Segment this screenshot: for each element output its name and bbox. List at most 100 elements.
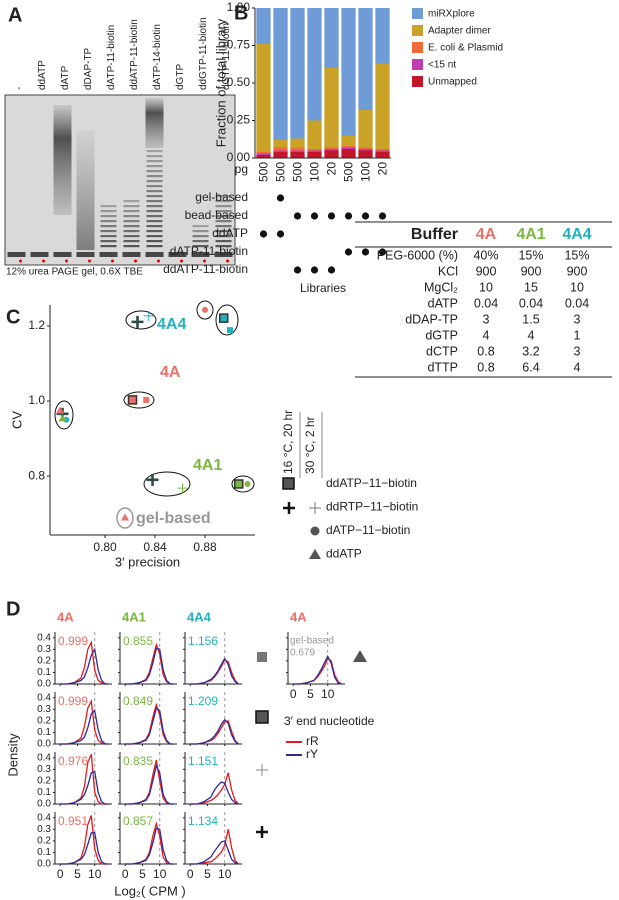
point	[58, 414, 67, 422]
x-tick-label: 0.84	[143, 540, 167, 554]
legend-marker	[282, 477, 295, 490]
density-line	[190, 781, 239, 805]
y-tick-label: 0.2	[37, 716, 51, 727]
x-tick-label: 5	[74, 867, 81, 881]
gel-band	[123, 220, 140, 223]
gel-band	[215, 235, 232, 238]
gel-band	[146, 165, 163, 168]
panel-value: 0.857	[123, 814, 153, 828]
y-tick-label: 0.3	[37, 764, 51, 775]
x-tick-label: 500	[257, 162, 271, 182]
row-marker	[256, 826, 268, 838]
point	[143, 396, 150, 403]
bar-segment	[273, 8, 288, 140]
gel-band	[192, 235, 209, 238]
table-header: Buffer	[411, 226, 458, 243]
bar-segment	[324, 149, 339, 151]
legend-swatch	[412, 25, 423, 36]
panel-value: 0.849	[123, 694, 153, 708]
gel-band	[146, 185, 163, 188]
bar-segment	[358, 8, 373, 110]
y-tick-label: 1.0	[28, 393, 45, 407]
library-row-label: ddATP	[212, 226, 248, 240]
x-tick-label: 0	[290, 687, 297, 701]
table-cell: 3.2	[522, 344, 539, 358]
point	[219, 313, 229, 323]
table-cell: 4	[574, 360, 581, 374]
gel-dot	[226, 259, 229, 263]
bar-segment	[290, 150, 305, 152]
gel-smear	[76, 130, 95, 250]
library-row-label: gel-based	[195, 190, 248, 204]
y-tick-label: 0.1	[37, 667, 51, 678]
library-dot	[293, 212, 302, 220]
x-axis-label: pg	[235, 162, 248, 176]
table-cell: dCTP	[426, 344, 458, 358]
x-tick-label: 500	[342, 162, 356, 182]
gel-band	[123, 215, 140, 218]
bar-segment	[324, 68, 339, 148]
gel-band	[7, 252, 26, 257]
library-row-label: dATP-11-biotin	[170, 244, 248, 258]
gel-band	[122, 252, 141, 257]
legend-label: Adapter dimer	[428, 26, 491, 37]
x-tick-label: 500	[291, 162, 305, 182]
point	[146, 473, 159, 486]
y-tick-label: 0.3	[37, 824, 51, 835]
table-cell: dGTP	[425, 328, 458, 342]
gel-band	[146, 190, 163, 193]
density-line	[293, 654, 342, 685]
panel-letter: B	[234, 2, 248, 24]
legend-marker	[309, 549, 321, 559]
lane-label: dATP	[60, 65, 71, 90]
cluster-ellipse	[125, 310, 157, 330]
y-tick-label: 0.2	[37, 776, 51, 787]
gel-dot	[134, 259, 137, 263]
gel-dot	[65, 259, 68, 263]
table-cell: 3	[483, 312, 490, 326]
annotation: gel-based	[136, 510, 211, 527]
legend-label: ddRTP−11−biotin	[326, 500, 418, 514]
gel-band	[146, 200, 163, 203]
gel-band	[146, 150, 163, 153]
library-dot	[310, 212, 319, 220]
panel-value: 1.151	[188, 754, 218, 768]
legend-label: E. coli & Plasmid	[428, 43, 503, 54]
table-cell: 1	[574, 328, 581, 342]
lane-label: dATP-14-biotin	[152, 24, 163, 90]
y-tick-label: 0.1	[37, 727, 51, 738]
gel-band	[123, 200, 140, 203]
gel-band	[123, 230, 140, 233]
lane-label: dGTP-11-biotin	[221, 23, 232, 90]
gel-band	[146, 225, 163, 228]
y-tick-label: 0.0	[37, 859, 51, 870]
y-tick-label: 0.25	[227, 113, 251, 127]
gel-band	[146, 215, 163, 218]
bar-segment	[358, 149, 373, 151]
table-cell: 0.04	[474, 296, 498, 310]
gel-band	[146, 245, 163, 248]
legend-swatch	[412, 8, 423, 19]
bar-segment	[256, 153, 271, 155]
gel-band	[146, 170, 163, 173]
bar-segment	[256, 152, 271, 154]
density-line	[190, 772, 239, 805]
table-cell: 40%	[473, 248, 498, 262]
cluster-label: 4A1	[193, 457, 222, 474]
bar-segment	[256, 44, 271, 152]
column-title: 4A1	[122, 609, 146, 624]
y-tick-label: 0.0	[37, 799, 51, 810]
gel-band	[215, 205, 232, 208]
cluster-ellipse	[116, 507, 134, 529]
bar-segment	[290, 152, 305, 158]
table-cell: 0.8	[477, 344, 494, 358]
point	[202, 306, 208, 313]
gel-band	[214, 252, 233, 257]
bar-segment	[307, 8, 322, 121]
legend-label: miRXplore	[428, 9, 475, 20]
point	[227, 327, 233, 334]
table-header: 4A4	[562, 226, 591, 243]
point	[177, 483, 188, 494]
gel-band	[123, 205, 140, 208]
